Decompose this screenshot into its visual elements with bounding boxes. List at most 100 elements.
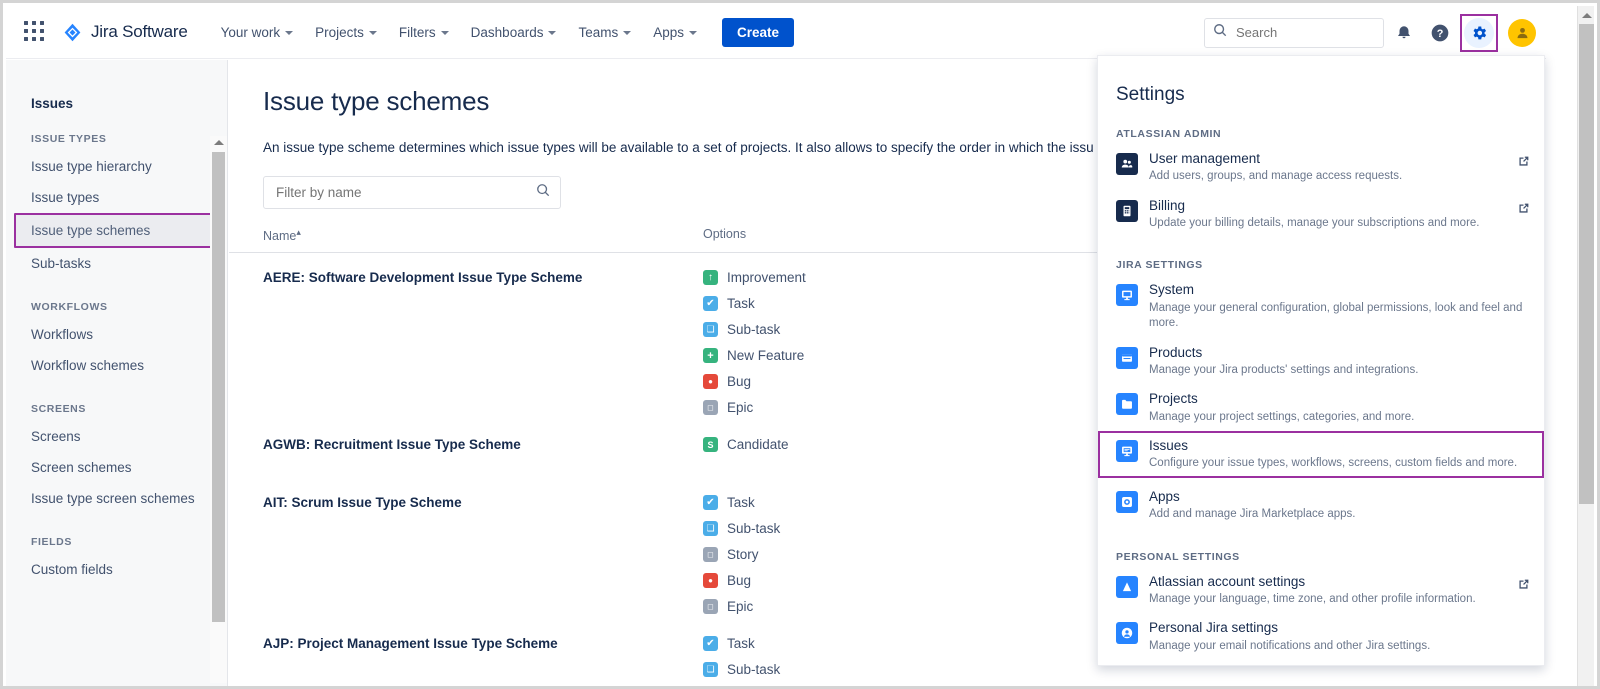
nav-label: Apps <box>653 24 685 40</box>
scheme-options: ↑ Improvement ✔ Task ❏ Sub-task + New Fe… <box>703 270 1173 416</box>
nav-item-projects[interactable]: Projects <box>304 19 388 46</box>
nav-item-your-work[interactable]: Your work <box>210 19 305 46</box>
sidebar-item-issue-type-schemes[interactable]: Issue type schemes <box>14 213 215 248</box>
scheme-options: ✔ Task ❏ Sub-task <box>703 636 1173 678</box>
jira-brand[interactable]: Jira Software <box>62 22 188 43</box>
sidebar-item-sub-tasks[interactable]: Sub-tasks <box>31 256 92 271</box>
table-row[interactable]: AERE: Software Development Issue Type Sc… <box>229 253 1533 416</box>
user-avatar[interactable] <box>1508 18 1536 47</box>
scheme-name: AERE: Software Development Issue Type Sc… <box>263 270 583 286</box>
help-question-icon[interactable]: ? <box>1424 17 1456 49</box>
filter-input[interactable] <box>274 183 536 201</box>
option-item: ✔ Task <box>703 296 1173 312</box>
table-row[interactable]: AIT: Scrum Issue Type Scheme ✔ Task ❏ Su… <box>229 452 1533 615</box>
new-feature-icon: + <box>703 348 718 364</box>
scroll-up-arrow-icon[interactable] <box>214 140 224 145</box>
apps-grid-icon[interactable] <box>24 21 46 43</box>
create-button[interactable]: Create <box>722 17 795 47</box>
nav-item-filters[interactable]: Filters <box>388 19 460 46</box>
nav-item-teams[interactable]: Teams <box>567 19 642 46</box>
sidebar-item-screen-schemes[interactable]: Screen schemes <box>31 460 132 475</box>
chevron-down-icon <box>285 31 294 35</box>
settings-item-description: Manage your email notifications and othe… <box>1149 639 1431 652</box>
sidebar-item-screens[interactable]: Screens <box>31 429 81 444</box>
nav-label: Projects <box>315 24 364 40</box>
sidebar-item-issue-type-screen-schemes[interactable]: Issue type screen schemes <box>31 491 195 506</box>
sidebar-scrollbar-thumb[interactable] <box>212 152 225 622</box>
settings-item-description: Configure your issue types, workflows, s… <box>1149 457 1518 470</box>
nav-item-dashboards[interactable]: Dashboards <box>460 19 568 46</box>
settings-gear-button[interactable] <box>1460 13 1498 52</box>
external-link-icon[interactable] <box>1517 202 1530 220</box>
apps-target-icon <box>1116 490 1138 513</box>
sidebar-scrollbar[interactable] <box>210 136 227 683</box>
epic-icon: ◻ <box>703 599 718 615</box>
svg-text:?: ? <box>1437 28 1444 40</box>
nav-label: Your work <box>220 24 281 40</box>
page-title: Issue type schemes <box>263 86 490 116</box>
search-box[interactable] <box>1204 17 1384 48</box>
option-item: ● Bug <box>703 374 1173 390</box>
option-label: Task <box>727 495 755 511</box>
epic-icon: ◻ <box>703 400 718 416</box>
settings-item-projects[interactable]: Projects Manage your project settings, c… <box>1098 384 1544 431</box>
table-row[interactable]: AJP: Project Management Issue Type Schem… <box>229 614 1533 678</box>
nav-label: Filters <box>398 24 436 40</box>
nav-label: Teams <box>578 24 619 40</box>
browser-scrollbar[interactable] <box>1577 6 1594 686</box>
settings-item-description: Manage your general configuration, globa… <box>1149 301 1523 330</box>
table-row[interactable]: AGWB: Recruitment Issue Type Scheme S Ca… <box>229 415 1533 453</box>
filter-by-name-box[interactable] <box>263 175 561 209</box>
chevron-down-icon <box>623 31 632 35</box>
task-icon: ✔ <box>703 495 718 511</box>
option-item: ↑ Improvement <box>703 270 1173 286</box>
settings-item-billing[interactable]: Billing Update your billing details, man… <box>1098 191 1544 238</box>
settings-item-products[interactable]: Products Manage your Jira products' sett… <box>1098 338 1544 385</box>
settings-item-atlassian-account-settings[interactable]: Atlassian account settings Manage your l… <box>1098 567 1544 614</box>
option-item: ✔ Task <box>703 636 1173 652</box>
scheme-name: AJP: Project Management Issue Type Schem… <box>263 636 558 652</box>
option-label: Bug <box>727 374 752 390</box>
column-header-name-label: Name <box>263 229 297 244</box>
external-link-icon[interactable] <box>1517 578 1530 596</box>
settings-section-jira-settings: JIRA SETTINGS <box>1116 259 1203 272</box>
settings-item-label: User management <box>1149 151 1261 166</box>
settings-item-text: Issues Configure your issue types, workf… <box>1149 437 1530 472</box>
sidebar-title: Issues <box>31 96 74 111</box>
settings-dropdown-panel: Settings ATLASSIAN ADMIN User management… <box>1097 55 1545 666</box>
settings-item-description: Manage your project settings, categories… <box>1149 410 1415 423</box>
sidebar-item-issue-type-hierarchy[interactable]: Issue type hierarchy <box>31 159 152 174</box>
chevron-down-icon <box>689 31 698 35</box>
issues-icon <box>1116 440 1138 463</box>
sidebar-item-custom-fields[interactable]: Custom fields <box>31 562 113 577</box>
settings-section-personal-settings: PERSONAL SETTINGS <box>1116 550 1240 563</box>
scheme-name: AGWB: Recruitment Issue Type Scheme <box>263 437 521 453</box>
notifications-bell-icon[interactable] <box>1388 17 1420 49</box>
scroll-up-arrow-icon[interactable] <box>1582 13 1592 18</box>
sidebar-item-workflow-schemes[interactable]: Workflow schemes <box>31 358 145 373</box>
settings-item-description: Manage your language, time zone, and oth… <box>1149 592 1476 605</box>
subtask-icon: ❏ <box>703 322 718 338</box>
scheme-options: S Candidate <box>703 437 1173 453</box>
settings-item-system[interactable]: System Manage your general configuration… <box>1098 275 1544 337</box>
settings-item-label: Personal Jira settings <box>1149 620 1279 636</box>
column-header-name[interactable]: Name▴ <box>263 227 703 243</box>
sidebar-item-issue-types[interactable]: Issue types <box>31 190 100 205</box>
settings-item-issues[interactable]: Issues Configure your issue types, workf… <box>1098 431 1544 478</box>
settings-item-apps[interactable]: Apps Add and manage Jira Marketplace app… <box>1098 482 1544 529</box>
settings-item-label: Projects <box>1149 391 1198 407</box>
settings-item-personal-jira-settings[interactable]: Personal Jira settings Manage your email… <box>1098 613 1544 660</box>
nav-item-apps[interactable]: Apps <box>642 19 708 46</box>
issue-type-schemes-table: Name▴ Options AERE: Software Development… <box>229 227 1533 678</box>
option-item: ● Bug <box>703 573 1173 589</box>
search-input[interactable] <box>1234 24 1374 41</box>
chevron-down-icon <box>440 31 449 35</box>
sidebar-section-fields: FIELDS <box>31 536 72 548</box>
external-link-icon[interactable] <box>1517 155 1530 173</box>
settings-item-user-management[interactable]: User management Add users, groups, and m… <box>1098 144 1544 191</box>
browser-scrollbar-thumb[interactable] <box>1579 24 1594 504</box>
option-label: Sub-task <box>727 521 781 537</box>
sidebar-item-workflows[interactable]: Workflows <box>31 327 94 342</box>
settings-item-description: Manage your Jira products' settings and … <box>1149 363 1419 376</box>
sidebar-section-workflows: WORKFLOWS <box>31 301 108 313</box>
